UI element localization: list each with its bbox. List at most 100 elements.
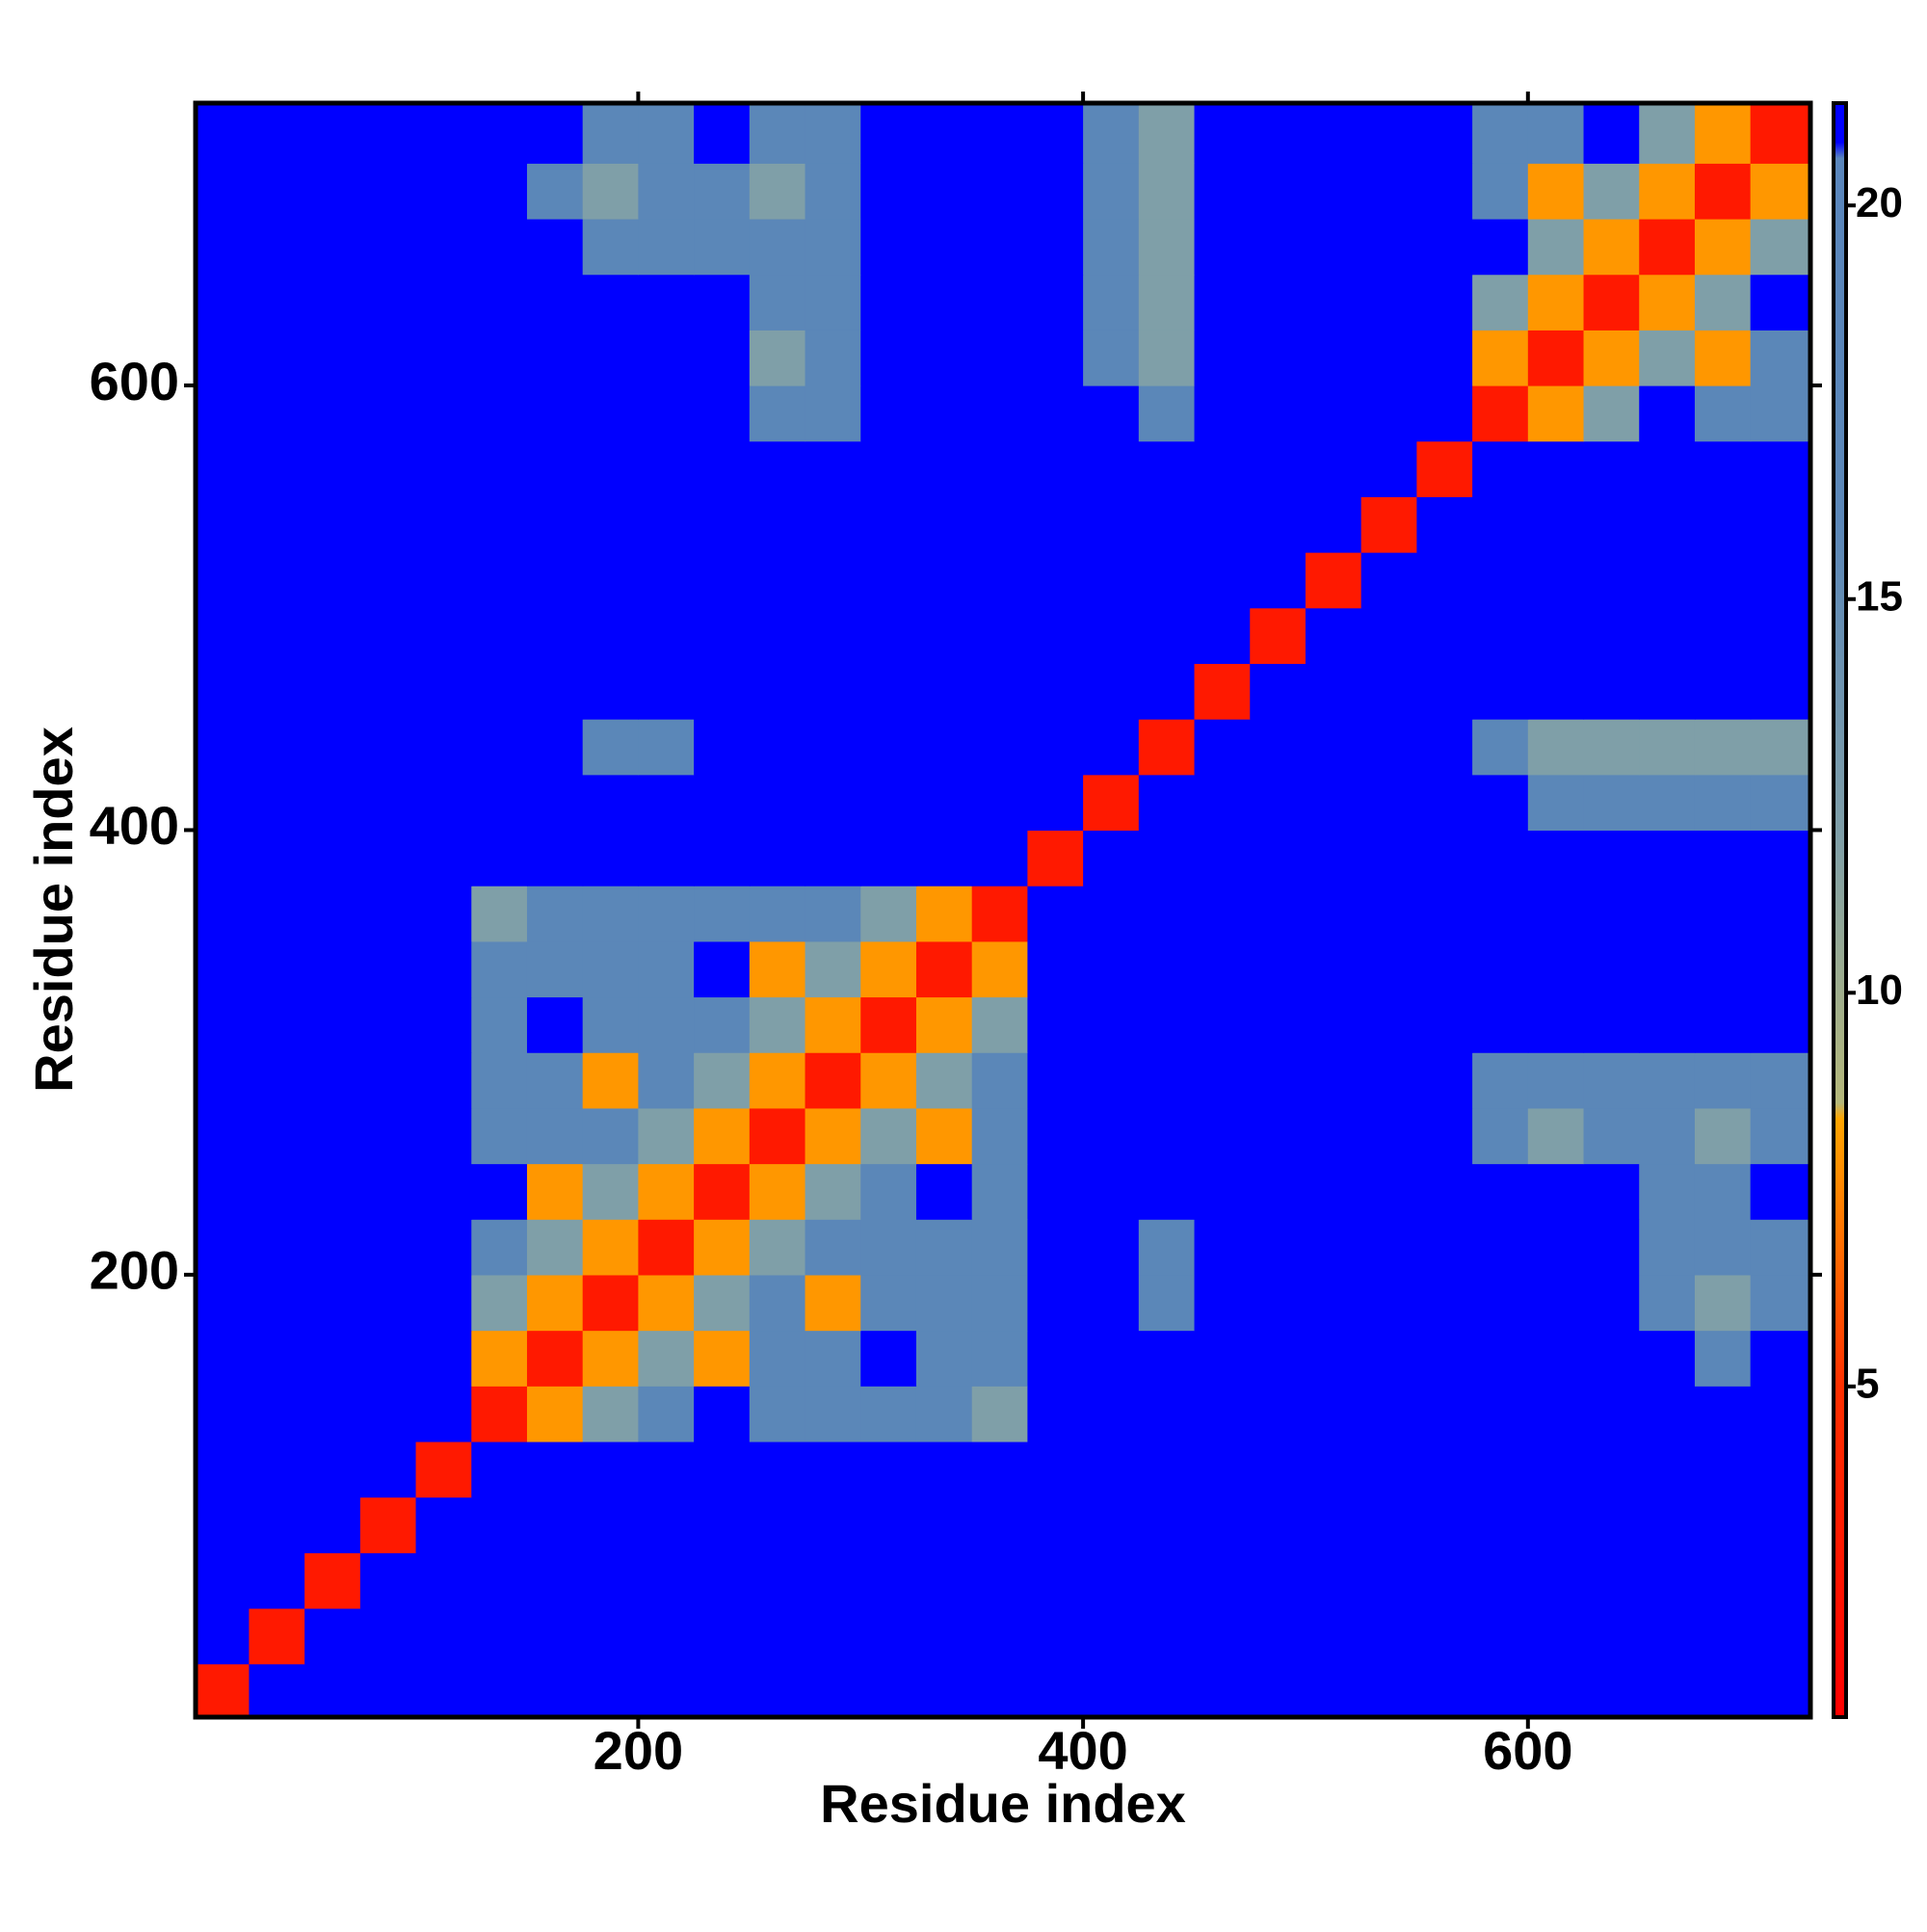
heat-cell	[249, 330, 305, 386]
heat-cell	[638, 440, 695, 497]
heat-cell	[860, 1386, 917, 1442]
heat-cell	[694, 1330, 751, 1387]
heat-cell	[1138, 1441, 1196, 1498]
heat-cell	[971, 1552, 1028, 1609]
heat-cell	[471, 496, 528, 553]
heat-cell	[1305, 218, 1362, 276]
heat-cell	[638, 330, 695, 386]
heat-cell	[860, 1330, 917, 1387]
heat-cell	[1194, 1107, 1251, 1165]
heat-cell	[1583, 218, 1640, 276]
heat-cell	[749, 1052, 806, 1109]
heat-cell	[1527, 330, 1585, 386]
heat-cell	[1360, 886, 1417, 942]
heat-cell	[471, 1386, 528, 1442]
heat-cell	[415, 1107, 472, 1165]
heat-cell	[415, 1274, 472, 1332]
heat-cell	[415, 552, 472, 609]
heat-cell	[1027, 1441, 1084, 1498]
heat-cell	[1694, 163, 1752, 220]
heat-cell	[249, 103, 305, 164]
heat-cell	[359, 663, 417, 720]
heat-cell	[1194, 996, 1251, 1053]
heat-cell	[971, 1163, 1028, 1220]
heat-cell	[1083, 1607, 1140, 1665]
heat-cell	[1472, 1163, 1529, 1220]
heat-cell	[1472, 552, 1529, 609]
heat-cell	[638, 1219, 695, 1276]
heat-cell	[1083, 663, 1140, 720]
heat-cell	[1360, 1386, 1417, 1442]
heat-cell	[1527, 1107, 1585, 1165]
heat-cell	[1360, 1107, 1417, 1165]
heat-cell	[1027, 440, 1084, 497]
heat-cell	[471, 607, 528, 665]
heat-cell	[582, 218, 639, 276]
heat-cell	[1750, 940, 1810, 998]
heat-cell	[196, 996, 251, 1053]
heat-cell	[249, 1330, 305, 1387]
heat-cell	[359, 1663, 417, 1717]
heat-cell	[1694, 1219, 1752, 1276]
heat-cell	[915, 1441, 973, 1498]
heat-cell	[1750, 1441, 1810, 1498]
heat-cell	[1583, 330, 1640, 386]
heat-cell	[415, 440, 472, 497]
heat-cell	[1527, 663, 1585, 720]
heat-cell	[971, 940, 1028, 998]
heat-cell	[526, 1330, 584, 1387]
heat-cell	[196, 1441, 251, 1498]
heat-cell	[749, 330, 806, 386]
heat-cell	[1583, 830, 1640, 887]
heat-cell	[526, 1274, 584, 1332]
heat-cell	[638, 1607, 695, 1665]
heat-cell	[749, 940, 806, 998]
heat-cell	[1472, 1552, 1529, 1609]
heat-cell	[1583, 940, 1640, 998]
heat-cell	[1360, 1052, 1417, 1109]
heat-cell	[526, 385, 584, 442]
heat-cell	[915, 274, 973, 331]
heat-cell	[1694, 886, 1752, 942]
heat-cell	[638, 663, 695, 720]
heat-cell	[1583, 1274, 1640, 1332]
colorbar-tick-label: 15	[1856, 572, 1903, 620]
heat-cell	[694, 496, 751, 553]
heat-cell	[1305, 330, 1362, 386]
heat-cell	[1472, 774, 1529, 832]
heat-cell	[1694, 385, 1752, 442]
heat-cell	[471, 163, 528, 220]
heat-cell	[249, 274, 305, 331]
heat-cell	[526, 1219, 584, 1276]
heat-cell	[415, 496, 472, 553]
heat-cell	[249, 1107, 305, 1165]
heat-cell	[1305, 1107, 1362, 1165]
heat-cell	[694, 274, 751, 331]
heat-cell	[249, 496, 305, 553]
heat-cell	[1083, 774, 1140, 832]
heat-cell	[1416, 607, 1473, 665]
heat-cell	[860, 1496, 917, 1553]
heat-cell	[582, 1163, 639, 1220]
heat-cell	[915, 1496, 973, 1553]
heat-cell	[1583, 274, 1640, 331]
heat-cell	[582, 774, 639, 832]
heat-cell	[1472, 663, 1529, 720]
heat-cell	[971, 1274, 1028, 1332]
heat-cell	[1527, 163, 1585, 220]
heat-cell	[1527, 607, 1585, 665]
heat-cell	[860, 1163, 917, 1220]
heat-cell	[1639, 330, 1696, 386]
heat-cell	[638, 607, 695, 665]
heat-cell	[1639, 940, 1696, 998]
heat-cell	[415, 274, 472, 331]
heat-cell	[749, 607, 806, 665]
heat-cell	[971, 1607, 1028, 1665]
heat-cell	[526, 830, 584, 887]
heat-cell	[1250, 1219, 1307, 1276]
heat-cell	[1583, 163, 1640, 220]
heat-cell	[304, 719, 361, 776]
heat-cell	[1694, 940, 1752, 998]
heat-cell	[1472, 1052, 1529, 1109]
